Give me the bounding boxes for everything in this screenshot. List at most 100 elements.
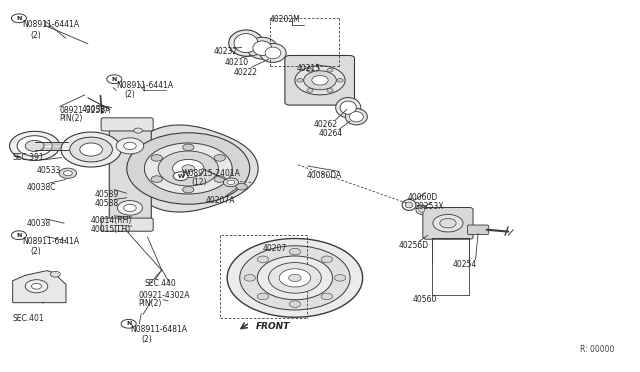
Circle shape	[145, 143, 232, 194]
Text: 40038: 40038	[82, 105, 106, 114]
Circle shape	[25, 280, 48, 293]
Text: N08911-6441A: N08911-6441A	[22, 237, 79, 246]
Circle shape	[121, 320, 136, 328]
FancyBboxPatch shape	[101, 218, 153, 231]
Text: W08915-2401A: W08915-2401A	[182, 169, 241, 177]
Ellipse shape	[416, 205, 428, 214]
Ellipse shape	[346, 109, 367, 125]
Circle shape	[25, 141, 44, 151]
Circle shape	[59, 168, 77, 178]
Circle shape	[321, 256, 333, 263]
Text: 40207A: 40207A	[206, 196, 236, 205]
Text: 40264: 40264	[319, 129, 343, 138]
Ellipse shape	[228, 30, 263, 56]
Ellipse shape	[402, 199, 416, 211]
Circle shape	[117, 201, 143, 215]
Circle shape	[269, 263, 321, 293]
Text: N08911-6481A: N08911-6481A	[131, 325, 188, 334]
Text: 00921-4302A: 00921-4302A	[138, 291, 189, 299]
Circle shape	[116, 138, 144, 154]
Text: 40215: 40215	[296, 64, 320, 73]
Circle shape	[307, 68, 313, 72]
Ellipse shape	[234, 33, 258, 52]
Text: 40038C: 40038C	[26, 183, 56, 192]
Circle shape	[257, 256, 333, 300]
Circle shape	[61, 132, 121, 167]
Circle shape	[304, 71, 336, 90]
Text: (2): (2)	[30, 247, 41, 256]
FancyBboxPatch shape	[423, 208, 473, 239]
Text: 40202M: 40202M	[270, 15, 301, 25]
Text: SEC.440: SEC.440	[145, 279, 176, 288]
Polygon shape	[13, 270, 66, 303]
Text: 40588: 40588	[94, 199, 118, 208]
Circle shape	[227, 180, 235, 185]
Circle shape	[321, 293, 333, 300]
Text: 39253X: 39253X	[414, 202, 444, 211]
Circle shape	[134, 128, 143, 133]
Text: 40589: 40589	[94, 190, 118, 199]
Circle shape	[289, 248, 301, 255]
Text: 40256D: 40256D	[398, 241, 429, 250]
Circle shape	[173, 159, 204, 177]
Circle shape	[124, 142, 136, 150]
Text: (2): (2)	[141, 335, 152, 344]
Circle shape	[182, 186, 194, 193]
Ellipse shape	[253, 41, 272, 55]
Circle shape	[127, 133, 250, 204]
Text: 08921-3252A: 08921-3252A	[60, 106, 111, 115]
Circle shape	[51, 271, 60, 277]
Text: 40222: 40222	[234, 68, 257, 77]
Text: N: N	[16, 233, 22, 238]
Ellipse shape	[247, 37, 277, 59]
Text: FRONT: FRONT	[256, 322, 291, 331]
Text: 40232: 40232	[213, 48, 237, 57]
FancyBboxPatch shape	[109, 126, 151, 222]
Circle shape	[151, 176, 163, 182]
Circle shape	[433, 214, 463, 232]
Circle shape	[240, 246, 350, 310]
Text: 40533: 40533	[36, 166, 61, 175]
Ellipse shape	[260, 44, 286, 62]
FancyBboxPatch shape	[35, 141, 68, 150]
Text: PIN(2): PIN(2)	[60, 114, 83, 123]
Circle shape	[279, 269, 310, 287]
Circle shape	[63, 171, 72, 176]
Circle shape	[227, 238, 363, 317]
Text: 40038: 40038	[26, 219, 51, 228]
Circle shape	[10, 131, 60, 160]
Text: (2): (2)	[30, 31, 41, 40]
Text: N08911-6441A: N08911-6441A	[22, 20, 79, 29]
Text: SEC.391: SEC.391	[13, 153, 44, 162]
Circle shape	[295, 66, 345, 95]
Text: (2): (2)	[124, 90, 135, 99]
Circle shape	[335, 275, 346, 281]
Circle shape	[236, 183, 247, 190]
Polygon shape	[132, 125, 258, 212]
Circle shape	[223, 178, 239, 187]
Circle shape	[312, 76, 328, 85]
Circle shape	[289, 274, 301, 282]
Text: PIN(2): PIN(2)	[138, 299, 161, 308]
Text: N: N	[111, 77, 117, 82]
Circle shape	[337, 78, 343, 82]
Circle shape	[173, 172, 188, 180]
Text: (12): (12)	[191, 178, 207, 187]
Circle shape	[327, 89, 333, 92]
Ellipse shape	[419, 207, 425, 212]
Text: W: W	[177, 174, 184, 179]
Circle shape	[17, 136, 52, 156]
Circle shape	[151, 155, 163, 161]
Circle shape	[182, 165, 195, 172]
Circle shape	[307, 89, 313, 92]
Text: 40210: 40210	[225, 58, 249, 67]
Text: 40014(RH): 40014(RH)	[91, 216, 132, 225]
Circle shape	[124, 204, 136, 212]
FancyBboxPatch shape	[467, 225, 489, 234]
Ellipse shape	[405, 202, 413, 208]
Circle shape	[440, 218, 456, 228]
Ellipse shape	[340, 101, 356, 114]
Text: 40207: 40207	[262, 244, 287, 253]
Circle shape	[257, 256, 269, 263]
FancyBboxPatch shape	[285, 55, 355, 105]
